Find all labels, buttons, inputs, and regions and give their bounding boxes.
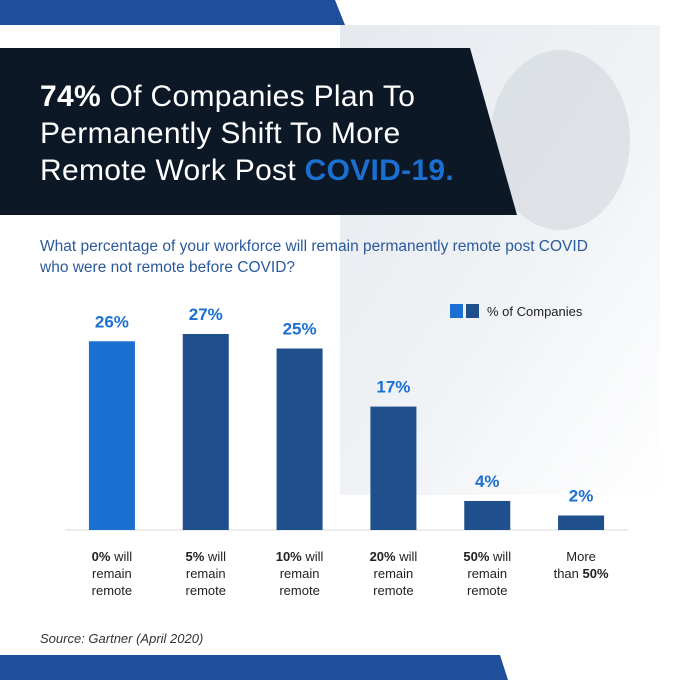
bar (182, 334, 229, 530)
label-word: 10% (276, 549, 302, 564)
value-label: 17% (376, 378, 410, 397)
label-line: 5% will (186, 549, 227, 564)
x-tick-label: 0% will remain remote (92, 549, 133, 598)
label-word: remote (279, 583, 319, 598)
x-tick-label: 10% will remain remote (276, 549, 324, 598)
label-line: remote (467, 583, 507, 598)
x-tick-label: 20% will remain remote (370, 549, 418, 598)
label-word: remain (92, 566, 132, 581)
label-word: 0% (92, 549, 111, 564)
label-line: remain (280, 566, 320, 581)
value-label: 27% (189, 305, 223, 324)
label-line: remain (92, 566, 132, 581)
legend-swatch (450, 304, 463, 318)
label-line: remote (373, 583, 413, 598)
label-word: will (396, 549, 418, 564)
bottom-stripe (0, 655, 508, 680)
label-word: More (566, 549, 596, 564)
label-line: remain (186, 566, 226, 581)
value-label: 2% (569, 486, 594, 505)
label-word: will (110, 549, 132, 564)
label-word: 50% (463, 549, 489, 564)
bar (464, 500, 511, 530)
legend-label: % of Companies (487, 304, 583, 319)
label-word: 50% (579, 566, 609, 581)
label-word: will (302, 549, 324, 564)
label-line: remote (92, 583, 132, 598)
title-lead: 74% (40, 80, 101, 113)
source: Source: Gartner (April 2020) (40, 631, 204, 646)
label-word: remote (467, 583, 507, 598)
legend-swatch (466, 304, 479, 318)
label-line: 20% will (370, 549, 418, 564)
label-line: remain (374, 566, 414, 581)
label-line: than 50% (554, 566, 609, 581)
photo-figure (490, 50, 630, 230)
label-word: will (204, 549, 226, 564)
label-line: More (566, 549, 596, 564)
label-word: remain (280, 566, 320, 581)
chart-subtitle: What percentage of your workforce will r… (40, 238, 588, 276)
top-stripe (0, 0, 345, 25)
label-line: 10% will (276, 549, 324, 564)
label-word: remain (467, 566, 507, 581)
label-line: remote (186, 583, 226, 598)
label-line: remain (467, 566, 507, 581)
label-word: remote (373, 583, 413, 598)
label-word: remain (374, 566, 414, 581)
label-word: will (489, 549, 511, 564)
x-tick-label: 5% will remain remote (186, 549, 227, 598)
title-highlight: COVID-19. (304, 154, 455, 187)
label-word: remote (186, 583, 226, 598)
value-label: 4% (475, 472, 500, 491)
value-label: 26% (95, 312, 129, 331)
bar (370, 406, 417, 530)
title-band (0, 48, 517, 215)
label-word: remote (92, 583, 132, 598)
label-line: remote (279, 583, 319, 598)
title-text: Of Companies Plan To Permanently Shift T… (40, 80, 416, 187)
value-label: 25% (283, 320, 317, 339)
bar (558, 515, 605, 530)
label-word: 5% (186, 549, 205, 564)
label-line: 0% will (92, 549, 133, 564)
label-word: remain (186, 566, 226, 581)
legend: % of Companies (450, 304, 583, 319)
bar (276, 348, 323, 530)
bar (88, 341, 135, 530)
x-tick-label: 50% will remain remote (463, 549, 511, 598)
label-line: 50% will (463, 549, 511, 564)
label-word: than (554, 566, 579, 581)
label-word: 20% (370, 549, 396, 564)
chart-title: 74% Of Companies Plan To Permanently Shi… (40, 78, 510, 189)
x-tick-label: More than 50% (554, 549, 609, 581)
